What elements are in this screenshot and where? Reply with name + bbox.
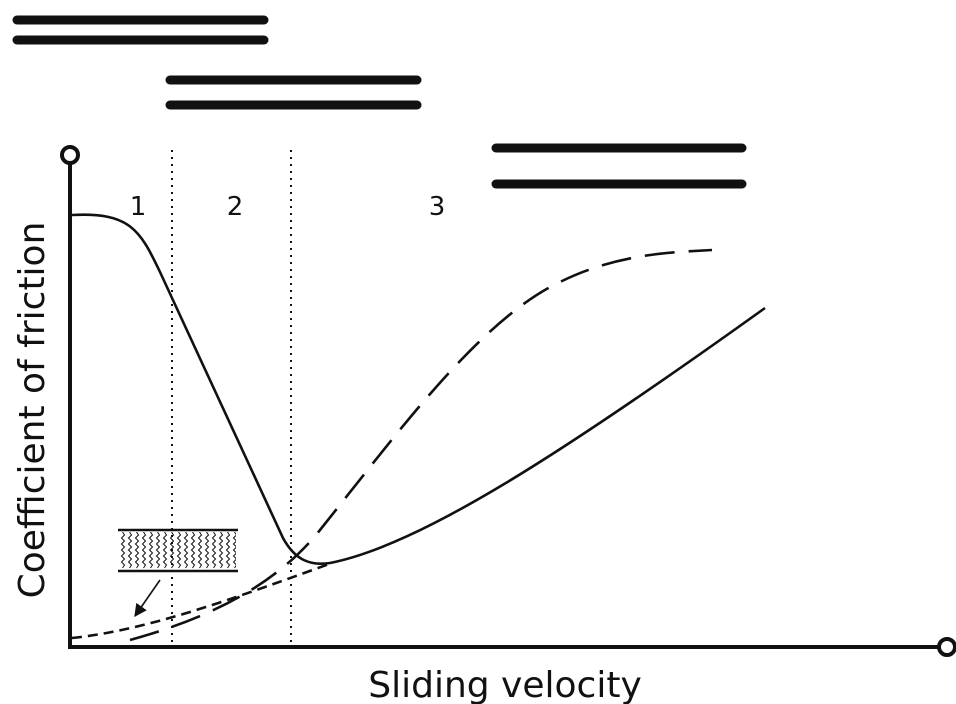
x-axis-label: Sliding velocity	[368, 665, 642, 704]
axes	[60, 145, 956, 657]
boundary-curve	[71, 561, 333, 640]
molecule-icon	[118, 528, 238, 618]
y-axis-label: Coefficient of friction	[12, 222, 53, 599]
region-label: 1	[130, 192, 147, 222]
plates	[12, 15, 747, 189]
region-label: 2	[227, 192, 244, 222]
region-label: 3	[429, 192, 446, 222]
solid-curve	[71, 213, 766, 565]
dashed-curve	[129, 248, 713, 642]
